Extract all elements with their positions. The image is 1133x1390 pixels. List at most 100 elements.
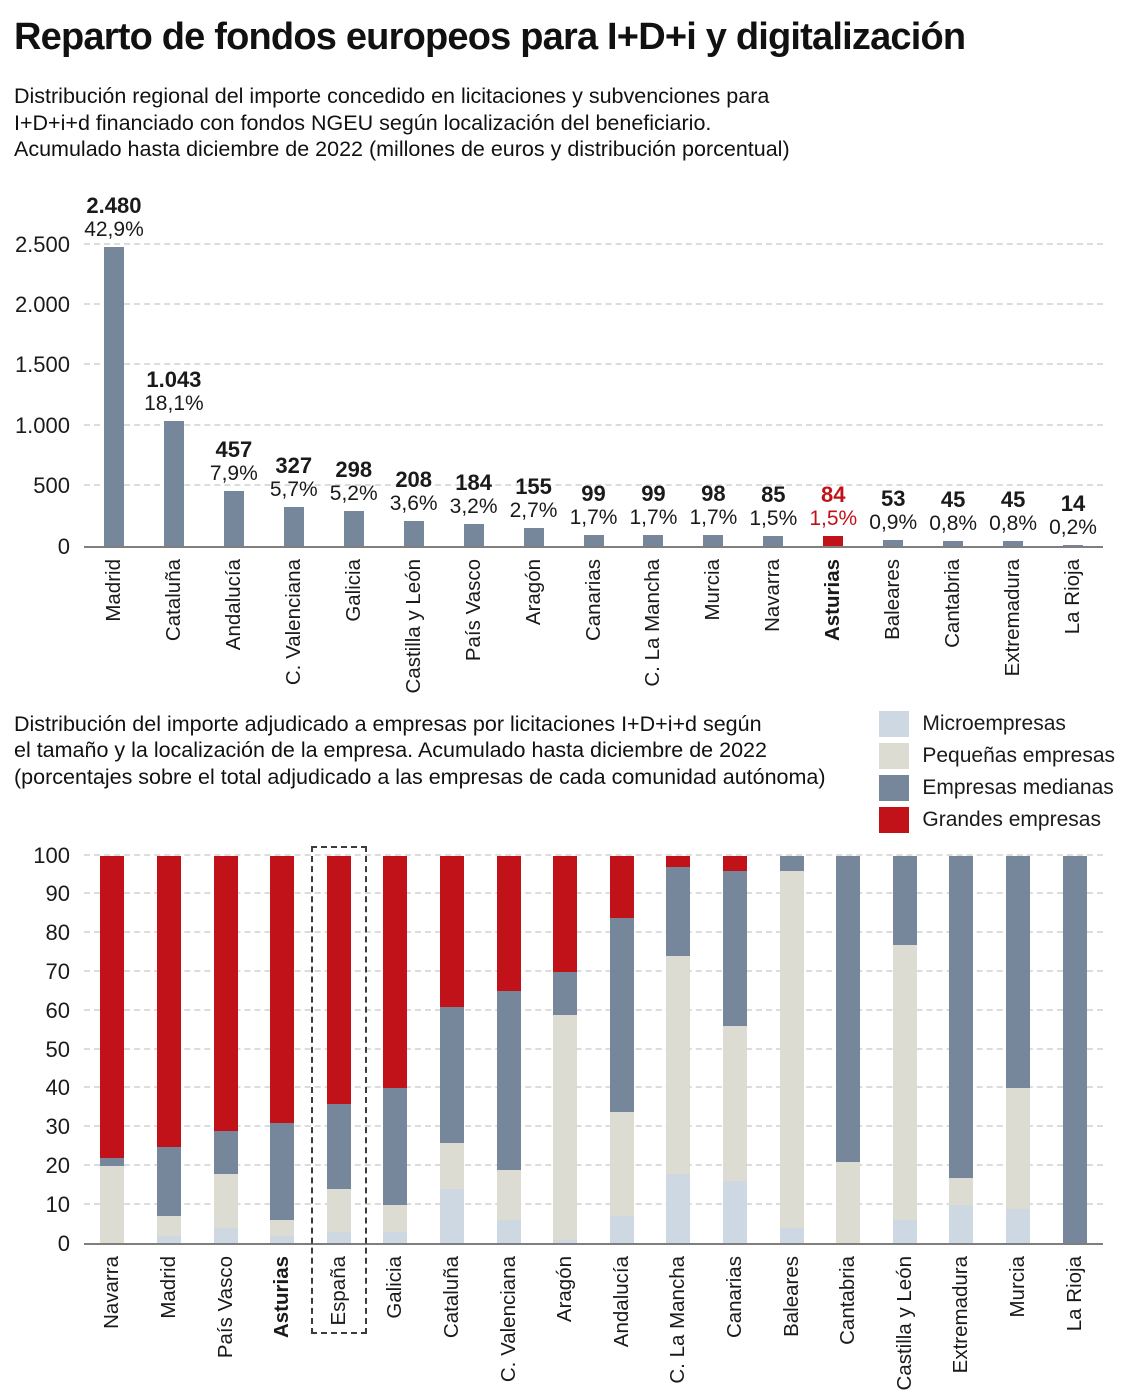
chart2-bar-navarra-grandes [100,855,125,1159]
chart1-x-label-cantabria: Cantabria [941,558,965,648]
chart1-x-label-c-valenciana: C. Valenciana [281,558,305,685]
chart2-bar-cataluna-pequenas [439,1142,464,1190]
chart2-gridline-80 [84,931,1103,934]
chart1-value-text-asturias: 84 [821,482,846,508]
chart1-value-label-cataluna: 1.043 18,1% [144,367,204,415]
chart2-y-tick-20: 20 [45,1152,70,1178]
chart2-bar-baleares-medianas [779,855,804,872]
chart2-bar-canarias-grandes [723,855,748,872]
chart1-y-tick-0: 0 [57,533,70,559]
legend-label-grandes-empresas: Grandes empresas [922,807,1101,831]
chart2-bar-espana-micro [326,1231,351,1244]
chart2-y-tick-30: 30 [45,1114,70,1140]
legend-item-grandes-empresas: Grandes empresas [879,806,1115,833]
chart1-pct-text-cataluna: 18,1% [144,391,204,415]
chart2-x-label-madrid: Madrid [156,1255,180,1319]
chart1-value-text-cantabria: 45 [940,487,966,513]
chart1-x-label-asturias: Asturias [821,558,845,641]
chart2-x-label-asturias: Asturias [270,1255,294,1338]
chart1-value-label-galicia: 298 5,2% [330,456,378,505]
chart1-pct-text-asturias: 1,5% [809,507,858,531]
chart2-bar-pais-vasco-pequenas [213,1173,238,1228]
chart2-gridline-100 [84,853,1103,856]
chart1-x-label-madrid: Madrid [101,558,125,622]
chart2-x-axis-labels: Navarra Madrid País Vasco Asturias España Gal… [84,1244,1103,1390]
chart1-value-text-pais-vasco: 184 [455,470,492,496]
chart1-x-label-aragon: Aragón [521,558,545,625]
legend-swatch-pequenas-empresas [879,742,910,769]
chart2-bar-espana-pequenas [326,1189,351,1232]
chart2-bar-navarra-pequenas [100,1165,125,1244]
chart1-value-label-murcia: 98 1,7% [689,481,737,529]
chart1-pct-text-navarra: 1,5% [749,507,798,531]
chart1-plot-area: 0 500 1.000 1.500 2.000 2.500 2.480 42,9% 1.043 1… [15,193,1103,558]
chart1-x-label-castilla-y-leon: Castilla y León [401,558,425,693]
chart2-x-label-andalucia: Andalucía [609,1255,633,1347]
chart1-pct-text-pais-vasco: 3,2% [449,495,498,519]
chart2-bar-madrid-micro [156,1235,181,1244]
chart2-bar-c-valenciana-grandes [496,855,521,992]
chart2-header-row: Distribución del importe adjudicado a em… [14,710,1117,839]
chart1-value-label-madrid: 2.480 42,9% [84,193,144,241]
chart2-bar-castilla-y-leon-medianas [892,855,917,945]
chart2-gridline-20 [84,1163,1103,1166]
chart2-x-label-baleares: Baleares [779,1255,803,1337]
chart2-bar-extremadura-micro [949,1204,974,1244]
chart2-bar-murcia-pequenas [1006,1088,1031,1209]
chart2-bar-asturias-pequenas [270,1220,295,1236]
chart2-bar-pais-vasco-grandes [213,855,238,1131]
chart2-bar-cataluna-grandes [439,855,464,1007]
chart2-bar-castilla-y-leon-micro [892,1220,917,1244]
chart2-x-label-aragon: Aragón [553,1255,577,1322]
chart2-x-label-cantabria: Cantabria [836,1255,860,1345]
legend-item-microempresas: Microempresas [879,710,1115,737]
chart2-bar-aragon-micro [553,1239,578,1244]
chart2-bar-canarias-medianas [723,871,748,1027]
chart2-x-label-canarias: Canarias [723,1255,747,1338]
chart1-value-text-extremadura: 45 [1000,487,1026,513]
chart1-pct-text-castilla-y-leon: 3,6% [389,492,438,516]
chart2-gridline-10 [84,1202,1103,1205]
chart1-pct-text-canarias: 1,7% [569,505,618,529]
chart2-bar-c-valenciana-pequenas [496,1169,521,1221]
chart2-x-axis-line [84,1242,1103,1245]
chart2-bar-galicia-pequenas [383,1204,408,1232]
chart2-plot-area: 0 10 20 30 40 50 60 70 80 90 100 [33,843,1103,1334]
chart1-bar-galicia [343,510,364,547]
page-title: Reparto de fondos europeos para I+D+i y … [14,16,966,58]
chart1-x-label-la-rioja: La Rioja [1061,558,1085,634]
chart2-bar-asturias-medianas [270,1123,295,1221]
chart2-bar-c-valenciana-micro [496,1220,521,1244]
chart2-subtitle-line-2: el tamaño y la localización de la empres… [14,738,767,762]
chart1-y-tick-500: 500 [33,473,70,499]
chart1-value-label-asturias: 84 1,5% [809,482,858,531]
chart1-gridline-1500 [84,363,1103,366]
chart2-x-label-extremadura: Extremadura [949,1255,973,1373]
chart2-bar-madrid-grandes [156,855,181,1147]
chart2-bar-baleares-micro [779,1227,804,1244]
chart1-pct-text-cantabria: 0,8% [929,512,978,536]
chart1-value-text-castilla-y-leon: 208 [395,467,433,493]
chart2-bar-espana-medianas [326,1103,351,1190]
chart2-subtitle-line-1: Distribución del importe adjudicado a em… [14,711,762,736]
chart1-value-label-pais-vasco: 184 3,2% [449,470,498,519]
legend-label-microempresas: Microempresas [922,711,1066,735]
chart1-gridline-500 [84,484,1103,487]
chart1-pct-text-extremadura: 0,8% [989,512,1038,536]
chart2-gridline-40 [84,1086,1103,1089]
chart2-bar-murcia-micro [1006,1208,1031,1244]
chart2-bar-cantabria-medianas [836,855,861,1163]
chart2-y-tick-70: 70 [45,958,70,984]
chart2-x-label-navarra: Navarra [100,1255,124,1329]
chart2-bar-asturias-micro [270,1235,295,1244]
chart1-value-text-galicia: 298 [335,456,373,482]
chart1-subtitle-line-2: I+D+i+d financiado con fondos NGEU según… [14,110,712,135]
chart1-bar-extremadura [1003,541,1024,547]
chart1-bar-aragon [523,527,544,547]
chart1-value-label-navarra: 85 1,5% [749,483,798,531]
chart2-x-label-cataluna: Cataluña [439,1255,463,1338]
chart2-bar-aragon-grandes [553,855,578,972]
chart1-bar-pais-vasco [463,524,484,547]
legend-swatch-empresas-medianas [879,774,910,801]
legend-item-pequenas-empresas: Pequeñas empresas [879,742,1115,769]
